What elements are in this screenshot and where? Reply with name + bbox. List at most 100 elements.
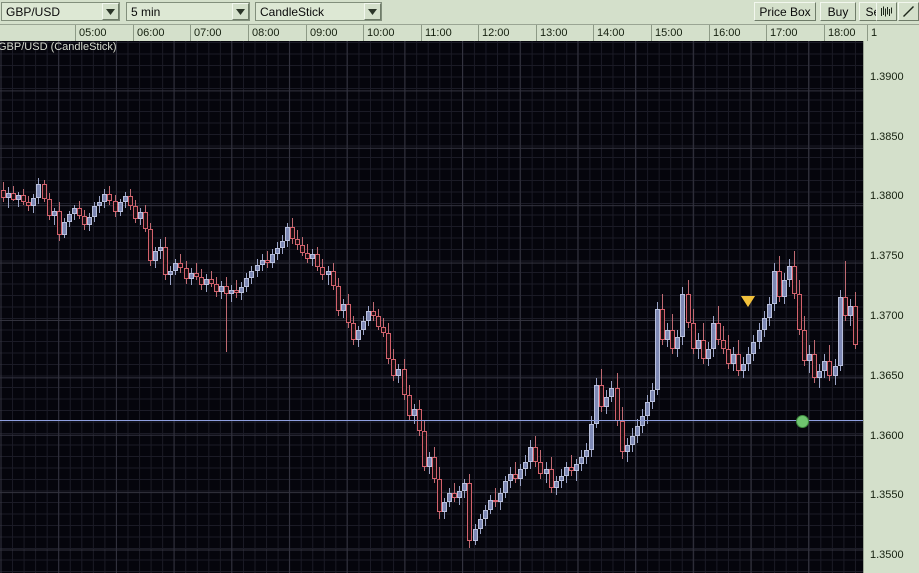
candle-body — [447, 492, 452, 503]
candle-body — [817, 370, 822, 379]
candle-body — [386, 332, 391, 359]
candlestick-bars-icon[interactable] — [876, 2, 897, 21]
candle — [351, 41, 356, 573]
chart-grid-major — [0, 41, 863, 573]
candle-body — [194, 272, 199, 277]
candle — [341, 41, 346, 573]
candle — [214, 41, 219, 573]
trend-line-icon[interactable] — [898, 2, 919, 21]
candle-body — [564, 466, 569, 477]
candle — [336, 41, 341, 573]
price-box-button[interactable]: Price Box — [754, 2, 816, 21]
candle-body — [163, 246, 168, 276]
candle — [797, 41, 802, 573]
candle — [16, 41, 21, 573]
candle-wick — [515, 461, 516, 484]
candle — [822, 41, 827, 573]
candle — [716, 41, 721, 573]
candle-body — [87, 216, 92, 226]
chart-plot-area[interactable]: GBP/USD (CandleStick) — [0, 41, 863, 573]
candle-body — [701, 339, 706, 359]
candle — [21, 41, 26, 573]
candle — [422, 41, 427, 573]
position-marker[interactable] — [796, 415, 809, 428]
price-tick: 1.3800 — [870, 190, 904, 203]
candle-wick — [170, 265, 171, 285]
candle-body — [77, 208, 82, 216]
candle — [696, 41, 701, 573]
candle-body — [544, 468, 549, 474]
period-dropdown[interactable]: 5 min — [126, 2, 250, 21]
candle-body — [538, 461, 543, 474]
candle-body — [503, 480, 508, 493]
candle-body — [675, 337, 680, 350]
candle — [665, 41, 670, 573]
candle-body — [21, 195, 26, 203]
candle-body — [812, 354, 817, 379]
candle — [609, 41, 614, 573]
candle-body — [757, 330, 762, 343]
candle-body — [148, 228, 153, 261]
candle — [153, 41, 158, 573]
candle-body — [594, 385, 599, 424]
candle-body — [153, 251, 158, 261]
candle-body — [229, 289, 234, 295]
candle — [670, 41, 675, 573]
candle-body — [275, 247, 280, 254]
candle — [559, 41, 564, 573]
candle — [82, 41, 87, 573]
candle-body — [123, 196, 128, 203]
candle-body — [224, 286, 229, 295]
candle-body — [721, 339, 726, 350]
time-tick: 07:00 — [190, 25, 222, 41]
candle — [417, 41, 422, 573]
candle — [356, 41, 361, 573]
candle — [741, 41, 746, 573]
candle — [630, 41, 635, 573]
symbol-dropdown-value: GBP/USD — [6, 4, 61, 19]
price-axis[interactable]: 1.3900 1.3850 1.3800 1.3750 1.3700 1.3650 1.36… — [863, 41, 919, 573]
candle — [158, 41, 163, 573]
candle-body — [432, 457, 437, 479]
candle — [462, 41, 467, 573]
candle-body — [214, 283, 219, 293]
chevron-down-icon[interactable] — [102, 3, 119, 20]
chevron-down-icon[interactable] — [364, 3, 381, 20]
candle-body — [691, 323, 696, 350]
candle-body — [645, 402, 650, 417]
candle-body — [736, 354, 741, 371]
time-tick: 1 — [867, 25, 877, 41]
candle — [42, 41, 47, 573]
candle — [371, 41, 376, 573]
candle-body — [381, 326, 386, 333]
time-tick: 11:00 — [421, 25, 452, 41]
chart-style-dropdown[interactable]: CandleStick — [255, 2, 382, 21]
candle-body — [473, 528, 478, 541]
candle — [827, 41, 832, 573]
chevron-down-icon[interactable] — [232, 3, 249, 20]
candle — [290, 41, 295, 573]
candle-body — [746, 354, 751, 364]
candle-body — [320, 266, 325, 276]
candle — [280, 41, 285, 573]
candle-body — [625, 445, 630, 453]
candle-body — [802, 330, 807, 362]
candle — [645, 41, 650, 573]
candle — [300, 41, 305, 573]
candle-body — [107, 194, 112, 202]
candle-body — [528, 447, 533, 462]
symbol-dropdown[interactable]: GBP/USD — [1, 2, 120, 21]
candle-body — [260, 259, 265, 265]
buy-button[interactable]: Buy — [820, 2, 856, 21]
candle — [777, 41, 782, 573]
candle — [295, 41, 300, 573]
candle — [138, 41, 143, 573]
candle-body — [843, 296, 848, 316]
candle-body — [655, 308, 660, 391]
time-tick: 18:00 — [824, 25, 856, 41]
candle-body — [574, 464, 579, 472]
sell-marker[interactable] — [741, 296, 755, 307]
candle-body — [305, 252, 310, 259]
candle — [549, 41, 554, 573]
candle-body — [26, 202, 31, 206]
